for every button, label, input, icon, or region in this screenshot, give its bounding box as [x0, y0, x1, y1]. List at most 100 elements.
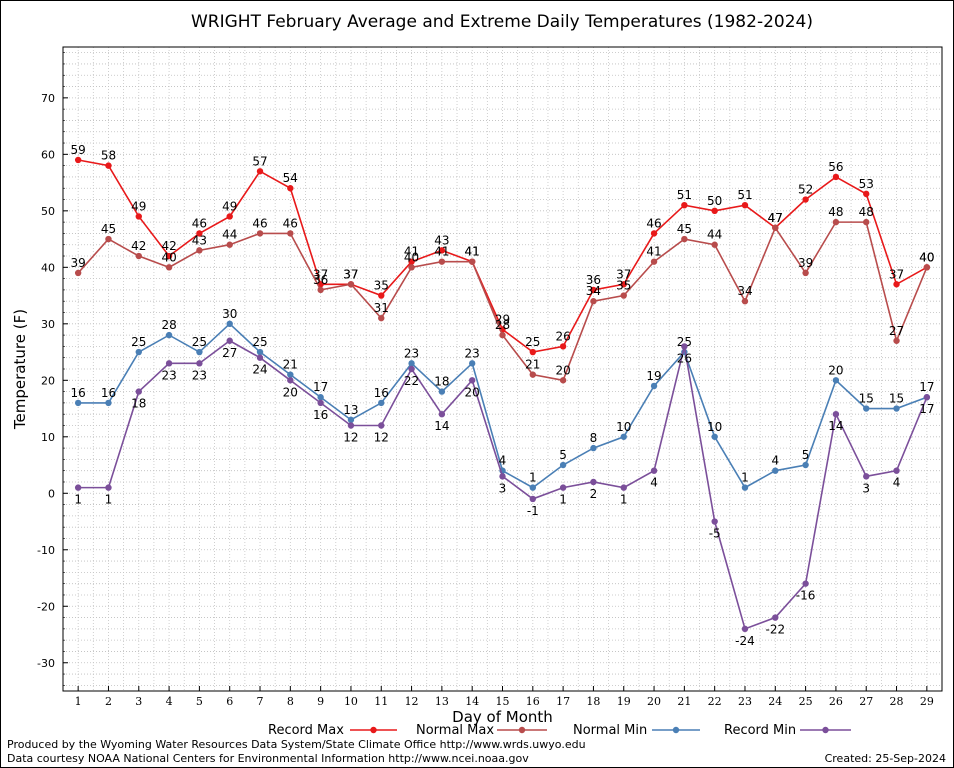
- data-label: 46: [192, 216, 207, 230]
- data-label: 26: [555, 329, 570, 343]
- data-point: [196, 247, 203, 254]
- data-point: [711, 518, 718, 525]
- data-label: 16: [374, 386, 389, 400]
- data-label: 25: [252, 335, 267, 349]
- data-label: 41: [646, 245, 661, 259]
- legend-label: Record Min: [724, 723, 796, 738]
- data-point: [105, 162, 112, 169]
- data-point: [893, 337, 900, 344]
- data-label: 53: [859, 177, 874, 191]
- data-point: [165, 360, 173, 367]
- data-label: 48: [828, 205, 843, 219]
- legend-item: Record Min: [724, 723, 851, 738]
- data-label: 16: [101, 386, 116, 400]
- data-point: [802, 461, 809, 469]
- data-point: [74, 269, 82, 277]
- data-label: 37: [616, 267, 631, 281]
- data-point: [681, 201, 688, 209]
- legend-label: Normal Min: [573, 723, 647, 738]
- data-point: [590, 298, 597, 305]
- data-point: [347, 281, 355, 288]
- data-label: 30: [222, 307, 237, 321]
- data-label: 17: [919, 402, 934, 416]
- data-point: [559, 377, 567, 384]
- x-tick-label: 22: [708, 695, 722, 708]
- data-label: 12: [374, 430, 389, 444]
- data-label: 15: [889, 392, 904, 406]
- x-tick-label: 28: [890, 695, 904, 708]
- data-label: 21: [283, 358, 298, 372]
- data-point: [650, 230, 658, 237]
- data-label: 26: [677, 351, 692, 365]
- data-label: 10: [707, 420, 722, 434]
- x-tick-label: 24: [768, 695, 782, 708]
- legend-item: Record Max: [268, 723, 397, 738]
- data-label: 1: [529, 471, 537, 485]
- data-point: [772, 467, 779, 474]
- data-label: 28: [161, 318, 176, 332]
- data-point: [863, 473, 870, 480]
- data-label: 25: [192, 335, 207, 349]
- data-label: 49: [131, 199, 146, 213]
- data-point: [893, 467, 900, 474]
- data-point: [529, 495, 537, 503]
- data-point: [590, 444, 597, 452]
- x-tick-label: 4: [166, 695, 173, 708]
- legend-label: Record Max: [268, 723, 344, 738]
- data-point: [590, 286, 597, 294]
- data-label: 47: [768, 211, 783, 225]
- data-point: [772, 224, 779, 231]
- data-label: 57: [252, 154, 267, 168]
- data-label: 4: [893, 476, 901, 490]
- legend-marker: [822, 726, 829, 734]
- data-label: 34: [737, 284, 752, 298]
- data-point: [378, 422, 385, 429]
- data-point: [347, 416, 355, 424]
- data-point: [559, 484, 567, 491]
- data-label: 10: [616, 420, 631, 434]
- x-tick-label: 23: [738, 695, 752, 708]
- data-label: 25: [131, 335, 146, 349]
- data-point: [863, 190, 870, 198]
- data-label: 2: [590, 487, 598, 501]
- data-point: [802, 196, 809, 203]
- data-point: [196, 348, 203, 356]
- x-tick-label: 3: [135, 695, 142, 708]
- data-label: 17: [313, 380, 328, 394]
- data-point: [832, 410, 840, 418]
- footer-created: Created: 25-Sep-2024: [824, 752, 946, 765]
- data-point: [378, 292, 385, 299]
- data-label: 25: [677, 335, 692, 349]
- data-point: [74, 484, 82, 491]
- data-point: [226, 213, 233, 220]
- data-point: [741, 201, 749, 209]
- data-label: 31: [374, 301, 389, 315]
- data-label: 17: [919, 380, 934, 394]
- data-label: -16: [796, 589, 816, 603]
- data-label: 49: [222, 199, 237, 213]
- data-point: [135, 348, 142, 356]
- data-label: 45: [101, 222, 116, 236]
- data-label: 37: [889, 267, 904, 281]
- data-point: [499, 473, 506, 480]
- data-point: [893, 281, 900, 288]
- x-tick-label: 13: [435, 695, 449, 708]
- data-point: [438, 388, 446, 395]
- data-label: -5: [709, 527, 721, 541]
- data-label: 12: [343, 430, 358, 444]
- data-label: 13: [343, 403, 358, 417]
- data-label: 43: [434, 233, 449, 247]
- data-label: 56: [828, 160, 843, 174]
- data-label: 28: [495, 318, 510, 332]
- x-tick-label: 18: [586, 695, 600, 708]
- y-tick-label: 60: [41, 148, 55, 161]
- data-label: 22: [404, 374, 419, 388]
- data-label: 14: [434, 419, 449, 433]
- data-label: 23: [192, 368, 207, 382]
- data-point: [529, 348, 537, 356]
- x-tick-label: 5: [196, 695, 203, 708]
- data-point: [499, 331, 506, 339]
- data-point: [741, 298, 749, 305]
- data-point: [287, 185, 294, 192]
